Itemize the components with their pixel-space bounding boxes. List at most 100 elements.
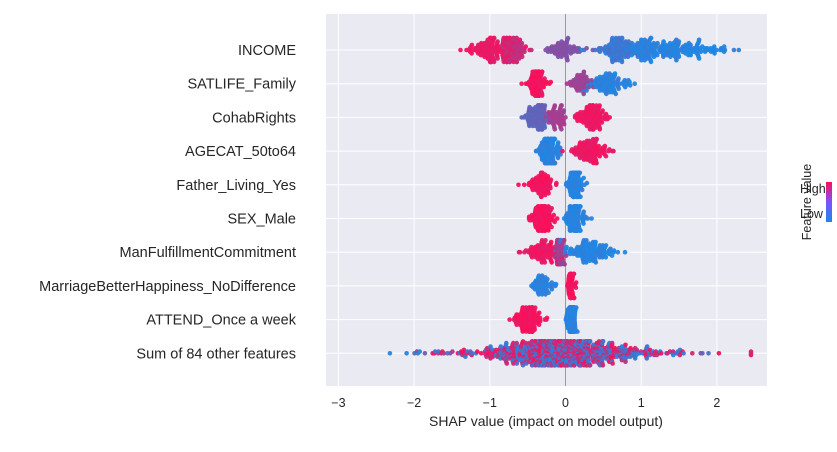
- shap-point: [748, 349, 754, 354]
- shap-point: [573, 280, 579, 285]
- shap-point: [565, 35, 571, 41]
- shap-point: [554, 180, 559, 186]
- x-tick-label: −3: [331, 396, 345, 410]
- shap-point: [587, 241, 592, 246]
- shap-point: [543, 238, 548, 243]
- shap-point: [564, 244, 569, 250]
- shap-point: [517, 249, 523, 255]
- shap-point: [731, 47, 737, 53]
- shap-point: [557, 145, 563, 150]
- shap-point: [549, 206, 554, 211]
- shap-point: [536, 310, 542, 316]
- shap-point: [593, 260, 599, 265]
- shap-point: [461, 347, 467, 353]
- shap-point: [598, 46, 604, 51]
- shap-point: [537, 315, 543, 321]
- shap-point: [561, 237, 567, 243]
- x-tick-label: 0: [562, 396, 569, 410]
- shap-point: [491, 59, 497, 65]
- shap-point: [542, 103, 548, 108]
- shap-point: [623, 342, 628, 348]
- shap-point: [552, 103, 558, 108]
- shap-point: [552, 160, 558, 166]
- shap-point: [495, 56, 500, 61]
- shap-point: [690, 351, 695, 356]
- shap-point: [712, 51, 717, 56]
- shap-point: [584, 74, 589, 80]
- shap-point: [700, 351, 705, 356]
- shap-point: [659, 351, 664, 356]
- shap-point: [546, 191, 551, 196]
- shap-point: [549, 224, 554, 230]
- shap-point: [634, 347, 640, 353]
- shap-point: [581, 91, 586, 97]
- shap-point: [592, 47, 598, 53]
- shap-point: [609, 340, 615, 346]
- shap-point: [539, 93, 545, 98]
- shap-point: [603, 254, 609, 260]
- shap-point: [546, 290, 551, 296]
- x-tick-label: 1: [638, 396, 645, 410]
- shap-point: [519, 40, 525, 46]
- x-tick-label: −1: [483, 396, 497, 410]
- shap-point: [722, 47, 728, 53]
- shap-point: [545, 276, 550, 282]
- shap-point: [609, 253, 615, 258]
- shap-point: [542, 125, 548, 130]
- shap-point: [586, 78, 591, 83]
- shap-point: [578, 228, 583, 233]
- shap-point: [561, 108, 567, 113]
- shap-point: [696, 56, 702, 61]
- shap-point: [696, 37, 702, 43]
- shap-point: [616, 76, 621, 81]
- shap-point: [616, 86, 621, 92]
- shap-point: [521, 182, 527, 188]
- shap-point: [676, 39, 682, 44]
- shap-point: [546, 228, 551, 233]
- shap-point: [417, 349, 423, 354]
- feature-label: AGECAT_50to64: [185, 144, 296, 160]
- shap-point: [519, 54, 525, 60]
- shap-point: [555, 155, 561, 161]
- shap-point: [552, 219, 557, 225]
- shap-point: [608, 246, 613, 252]
- shap-point: [597, 153, 602, 159]
- shap-point: [619, 35, 625, 41]
- shap-point: [603, 243, 609, 248]
- shap-point: [539, 194, 544, 200]
- shap-point: [596, 143, 601, 149]
- feature-label: SATLIFE_Family: [187, 77, 296, 93]
- shap-point: [599, 120, 605, 125]
- shap-point: [563, 115, 568, 120]
- shap-point: [584, 46, 589, 51]
- shap-point: [475, 349, 480, 354]
- shap-point: [617, 81, 622, 86]
- shap-point: [607, 115, 612, 120]
- shap-point: [404, 351, 409, 356]
- shap-point: [561, 121, 567, 127]
- shap-point: [612, 71, 618, 76]
- colorbar-title: Feature value: [800, 164, 814, 240]
- shap-point: [545, 174, 551, 179]
- shap-point: [537, 319, 543, 324]
- shap-point: [597, 103, 602, 108]
- shap-point: [581, 209, 586, 214]
- shap-point: [542, 260, 548, 265]
- shap-point: [422, 351, 428, 356]
- shap-point: [560, 148, 565, 154]
- shap-point: [507, 317, 512, 322]
- shap-point: [622, 249, 628, 255]
- shap-point: [670, 349, 676, 354]
- feature-label: INCOME: [238, 43, 296, 59]
- shap-point: [532, 305, 538, 311]
- shap-point: [581, 69, 587, 75]
- shap-point: [627, 79, 632, 85]
- shap-point: [611, 148, 616, 154]
- feature-labels: INCOME SATLIFE_Family CohabRights AGECAT_50…: [39, 43, 297, 362]
- shap-point: [504, 361, 510, 366]
- shap-point: [539, 69, 545, 74]
- shap-point: [584, 238, 589, 243]
- shap-point: [712, 44, 717, 49]
- shap-point: [577, 170, 583, 176]
